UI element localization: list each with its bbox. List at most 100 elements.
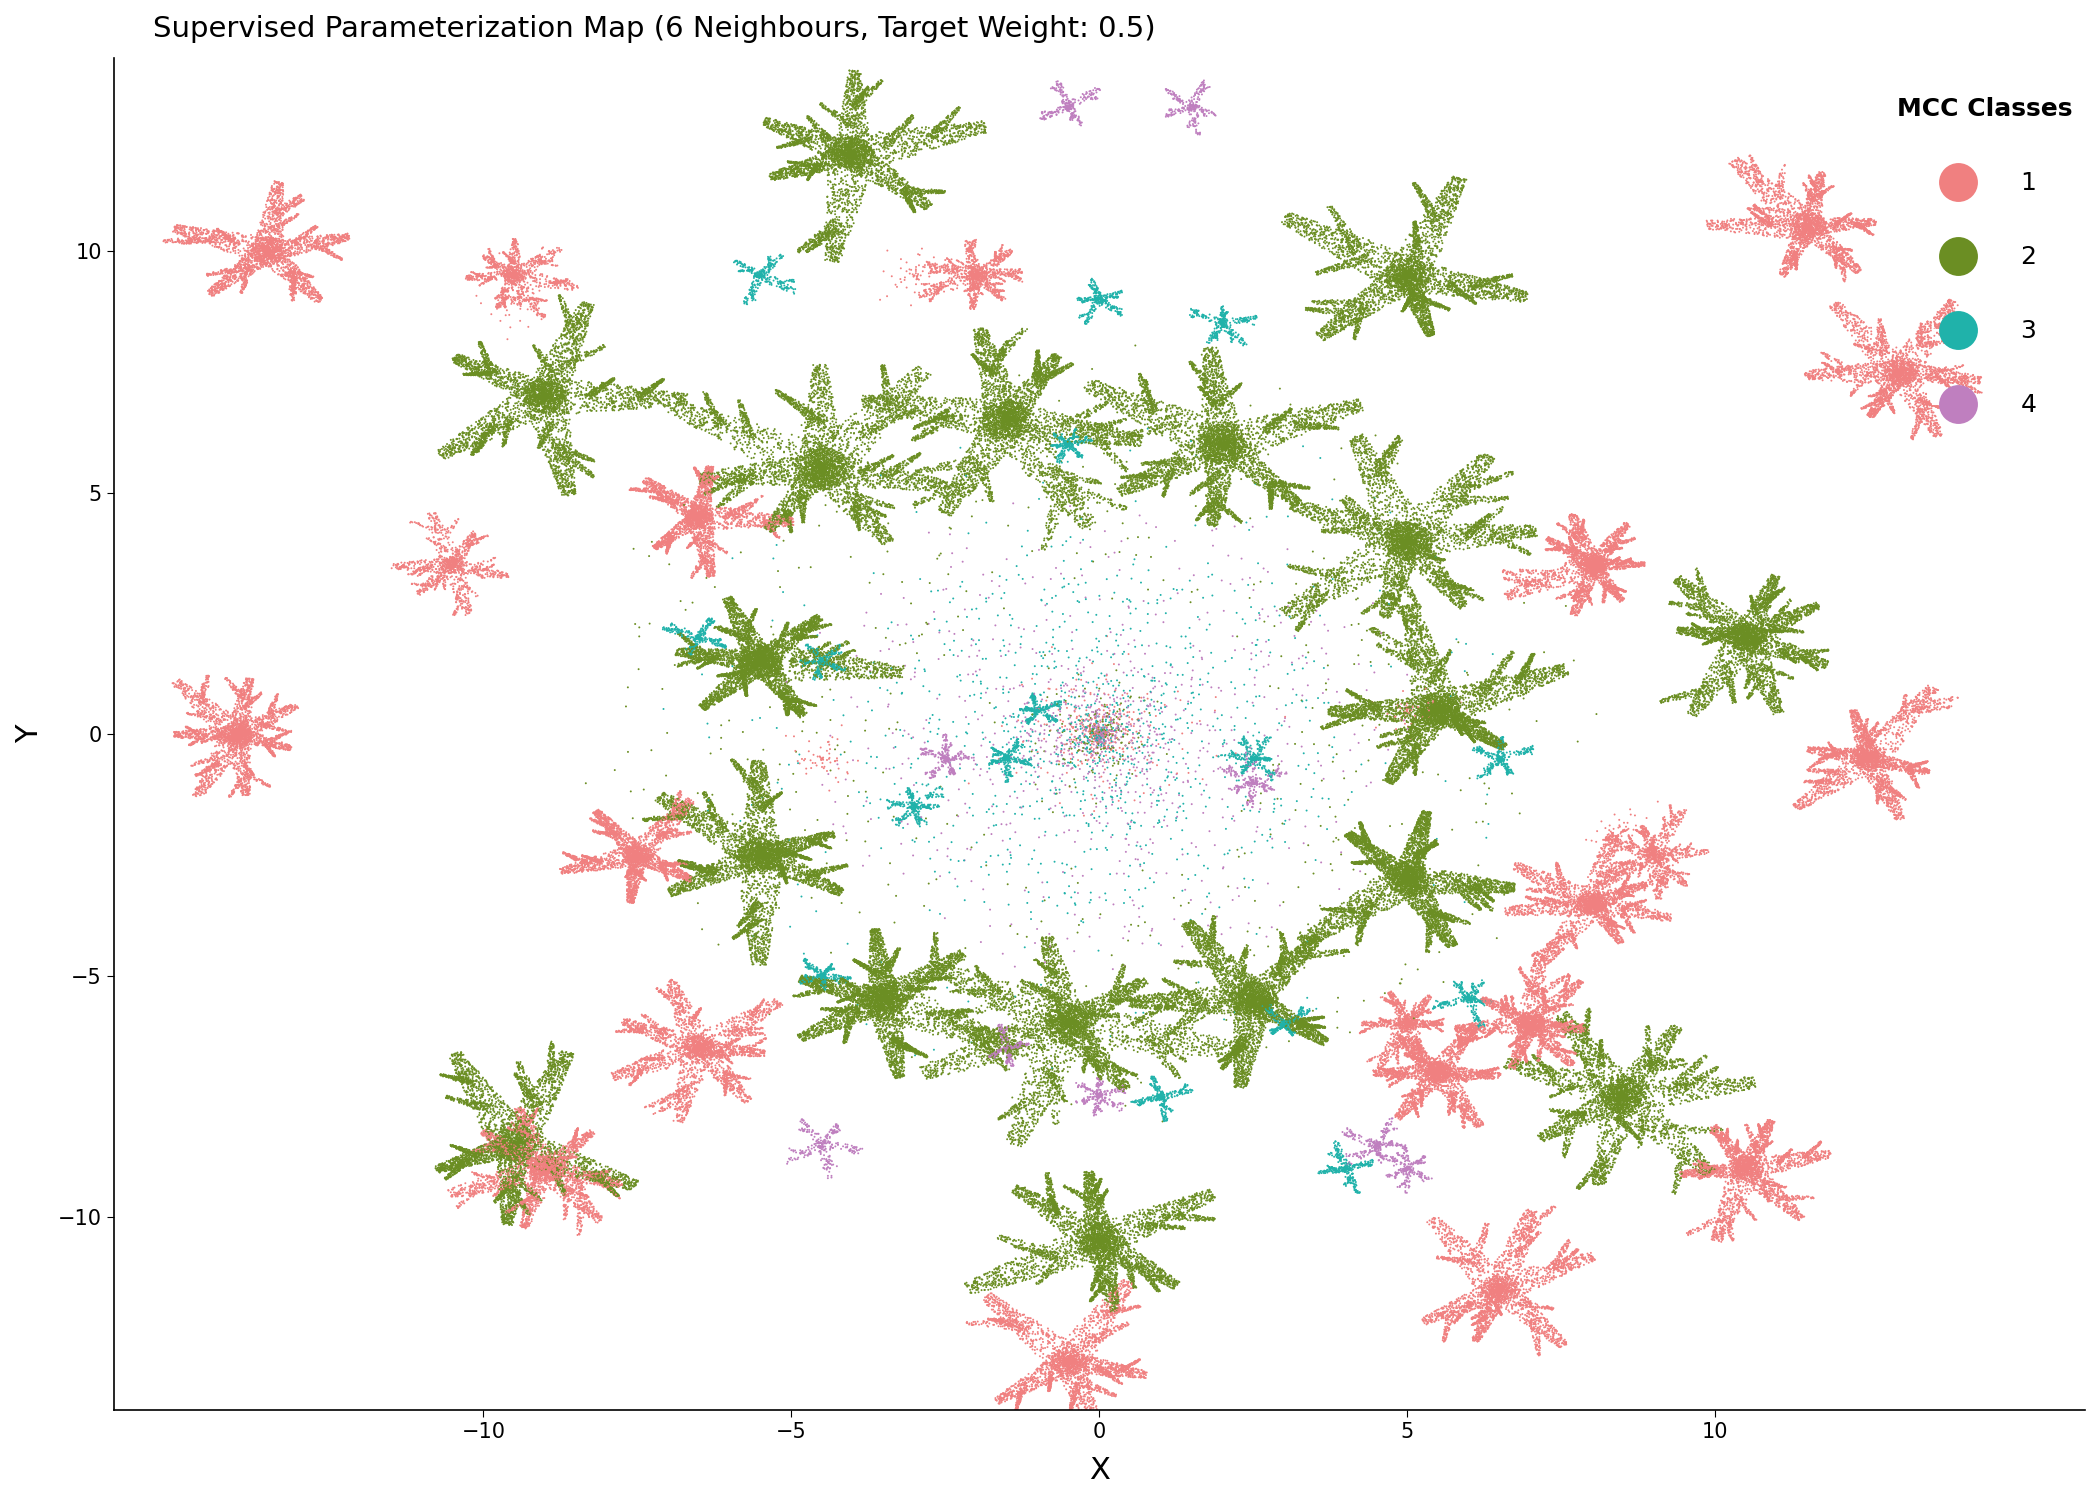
Point xyxy=(1224,948,1258,972)
Point xyxy=(1090,290,1124,314)
Point xyxy=(1852,746,1886,770)
Point xyxy=(1149,970,1182,994)
Point xyxy=(1378,862,1411,886)
Point xyxy=(242,220,275,245)
Point xyxy=(1808,213,1842,237)
Point xyxy=(1506,680,1539,703)
Point xyxy=(968,1040,1002,1064)
Point xyxy=(836,75,869,99)
Point xyxy=(1243,417,1277,441)
Point xyxy=(1208,1028,1241,1051)
Point xyxy=(1014,753,1048,777)
Point xyxy=(1451,722,1485,746)
Point xyxy=(783,117,817,141)
Point xyxy=(1149,1203,1182,1227)
Point xyxy=(1831,300,1865,324)
Point xyxy=(1835,704,1869,728)
Point xyxy=(1472,896,1506,920)
Point xyxy=(687,380,720,404)
Point xyxy=(1415,1011,1449,1035)
Point xyxy=(1615,1056,1649,1080)
Point xyxy=(502,1130,536,1154)
Point xyxy=(1762,171,1796,195)
Point xyxy=(1756,576,1789,600)
Point xyxy=(1317,897,1350,921)
Point xyxy=(804,856,838,880)
Point xyxy=(1086,1362,1119,1386)
Point xyxy=(1567,898,1600,922)
Point xyxy=(1466,1296,1499,1320)
Point xyxy=(1506,903,1539,927)
Point xyxy=(1254,490,1287,514)
Point xyxy=(1000,430,1033,454)
Point xyxy=(1090,1224,1124,1248)
Point xyxy=(813,228,846,252)
Point xyxy=(932,110,966,134)
Point xyxy=(1082,1060,1115,1084)
Point xyxy=(1764,1194,1798,1218)
Point xyxy=(775,388,808,412)
Point xyxy=(941,1014,974,1038)
Point xyxy=(279,186,313,210)
Point xyxy=(1212,759,1245,783)
Point xyxy=(533,354,567,378)
Point xyxy=(1522,1329,1556,1353)
Point xyxy=(1136,1032,1170,1056)
Point xyxy=(1287,1008,1321,1032)
Point xyxy=(1455,724,1489,748)
Point xyxy=(1869,336,1903,360)
Point xyxy=(630,480,664,504)
Point xyxy=(1550,1013,1583,1036)
Point xyxy=(1737,597,1770,621)
Point xyxy=(529,426,563,450)
Point xyxy=(197,720,231,744)
Point xyxy=(1300,416,1334,440)
Point xyxy=(533,372,567,396)
Point xyxy=(1569,1101,1602,1125)
Point xyxy=(1149,693,1182,717)
Point xyxy=(1886,368,1919,392)
Point xyxy=(1420,1066,1453,1090)
Point xyxy=(1602,1114,1636,1138)
Point xyxy=(1489,1262,1522,1286)
Point xyxy=(252,248,286,272)
Point xyxy=(1600,546,1634,570)
Point xyxy=(1382,1065,1415,1089)
Point xyxy=(1008,1071,1042,1095)
Point xyxy=(1056,108,1090,132)
Point xyxy=(1758,576,1791,600)
Point xyxy=(1411,871,1445,895)
Point xyxy=(519,390,552,414)
Point xyxy=(704,1023,737,1047)
Point xyxy=(1596,821,1630,844)
Point xyxy=(892,400,926,424)
Point xyxy=(1489,998,1522,1022)
Point xyxy=(611,882,645,906)
Point xyxy=(1052,1013,1086,1036)
Point xyxy=(1535,945,1569,969)
Point xyxy=(1661,1070,1695,1094)
Point xyxy=(1745,590,1779,613)
Point xyxy=(926,255,960,279)
Point xyxy=(1718,1164,1751,1188)
Point xyxy=(953,296,987,320)
Point xyxy=(1789,188,1823,211)
Point xyxy=(1302,321,1336,345)
Point xyxy=(1804,747,1838,771)
Point xyxy=(907,1007,941,1031)
Point xyxy=(204,717,237,741)
Point xyxy=(1382,578,1415,602)
Point xyxy=(817,236,850,260)
Point xyxy=(823,855,857,879)
Point xyxy=(708,504,741,528)
Point xyxy=(1096,996,1130,1020)
Point xyxy=(1401,225,1434,249)
Point xyxy=(1079,1192,1113,1216)
Point xyxy=(1369,868,1403,892)
Point xyxy=(502,1120,536,1144)
Point xyxy=(1785,1144,1819,1168)
Point xyxy=(1495,279,1529,303)
Point xyxy=(1044,730,1077,754)
Point xyxy=(872,993,905,1017)
Point xyxy=(1695,1066,1728,1090)
